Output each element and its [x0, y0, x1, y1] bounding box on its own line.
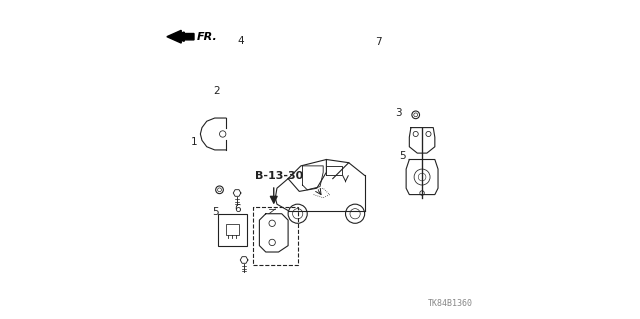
Text: 1: 1: [191, 137, 197, 147]
Text: 2: 2: [213, 86, 220, 96]
Text: 5: 5: [399, 151, 406, 161]
Bar: [253, 207, 298, 265]
Text: 4: 4: [237, 36, 244, 47]
Bar: [218, 214, 246, 246]
Bar: [226, 224, 239, 235]
Text: 5: 5: [212, 207, 219, 217]
Text: B-13-30: B-13-30: [255, 171, 303, 181]
Text: FR.: FR.: [197, 32, 218, 42]
Polygon shape: [167, 30, 194, 43]
Text: 6: 6: [234, 204, 241, 214]
Text: TK84B1360: TK84B1360: [428, 299, 474, 308]
Text: 7: 7: [375, 37, 381, 47]
Text: 3: 3: [395, 108, 401, 118]
